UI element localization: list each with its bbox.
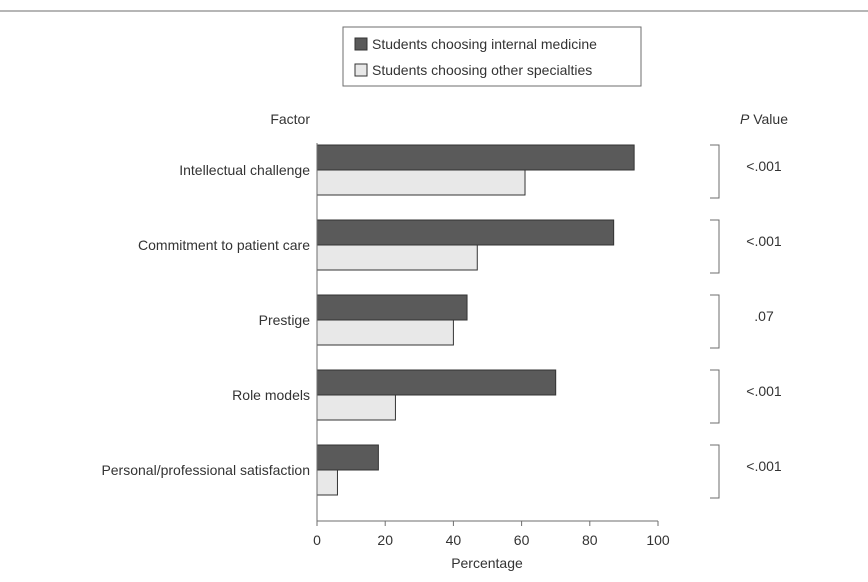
- bar-internal-medicine-4: [316, 444, 379, 471]
- x-axis-title: Percentage: [451, 555, 523, 571]
- x-tick-label-3: 60: [514, 532, 530, 548]
- category-label-4: Personal/professional satisfaction: [101, 462, 310, 478]
- pvalue-header-rest: Value: [749, 111, 788, 127]
- pvalue-label-2: .07: [754, 308, 774, 324]
- legend-box: [342, 26, 642, 87]
- pvalue-bracket-4: [710, 444, 720, 499]
- category-label-3: Role models: [232, 387, 310, 403]
- x-tick-label-2: 40: [446, 532, 462, 548]
- category-label-1: Commitment to patient care: [138, 237, 310, 253]
- legend-swatch-other-specialties: [354, 63, 368, 77]
- bar-other-specialties-0: [316, 169, 526, 196]
- bar-other-specialties-1: [316, 244, 478, 271]
- pvalue-label-1: <.001: [746, 233, 782, 249]
- legend-label-internal-medicine: Students choosing internal medicine: [372, 36, 597, 52]
- pvalue-bracket-1: [710, 219, 720, 274]
- x-tick-label-4: 80: [582, 532, 598, 548]
- pvalues-group: <.001 <.001 .07 <.001 <.001: [710, 144, 782, 499]
- legend-label-other-specialties: Students choosing other specialties: [372, 62, 592, 78]
- x-ticks-group: 0 20 40 60 80 100: [313, 521, 670, 548]
- bar-internal-medicine-1: [316, 219, 615, 246]
- category-labels-group: Intellectual challenge Commitment to pati…: [101, 162, 310, 478]
- pvalue-bracket-2: [710, 294, 720, 349]
- pvalue-bracket-0: [710, 144, 720, 199]
- bar-internal-medicine-2: [316, 294, 468, 321]
- x-tick-label-1: 20: [377, 532, 393, 548]
- pvalue-header-italic: P: [740, 111, 750, 127]
- factor-header: Factor: [270, 111, 310, 127]
- pvalue-label-0: <.001: [746, 158, 782, 174]
- bar-internal-medicine-0: [316, 144, 635, 171]
- category-label-2: Prestige: [259, 312, 311, 328]
- x-tick-label-5: 100: [646, 532, 670, 548]
- pvalue-label-4: <.001: [746, 458, 782, 474]
- category-label-0: Intellectual challenge: [179, 162, 310, 178]
- pvalue-label-3: <.001: [746, 383, 782, 399]
- bars-group: [316, 144, 635, 496]
- bar-internal-medicine-3: [316, 369, 557, 396]
- x-tick-label-0: 0: [313, 532, 321, 548]
- bar-other-specialties-2: [316, 319, 454, 346]
- legend-swatch-internal-medicine: [354, 37, 368, 51]
- legend: Students choosing internal medicine Stud…: [342, 26, 642, 87]
- pvalue-bracket-3: [710, 369, 720, 424]
- bar-other-specialties-3: [316, 394, 396, 421]
- pvalue-header: P Value: [740, 111, 788, 127]
- bar-other-specialties-4: [316, 469, 338, 496]
